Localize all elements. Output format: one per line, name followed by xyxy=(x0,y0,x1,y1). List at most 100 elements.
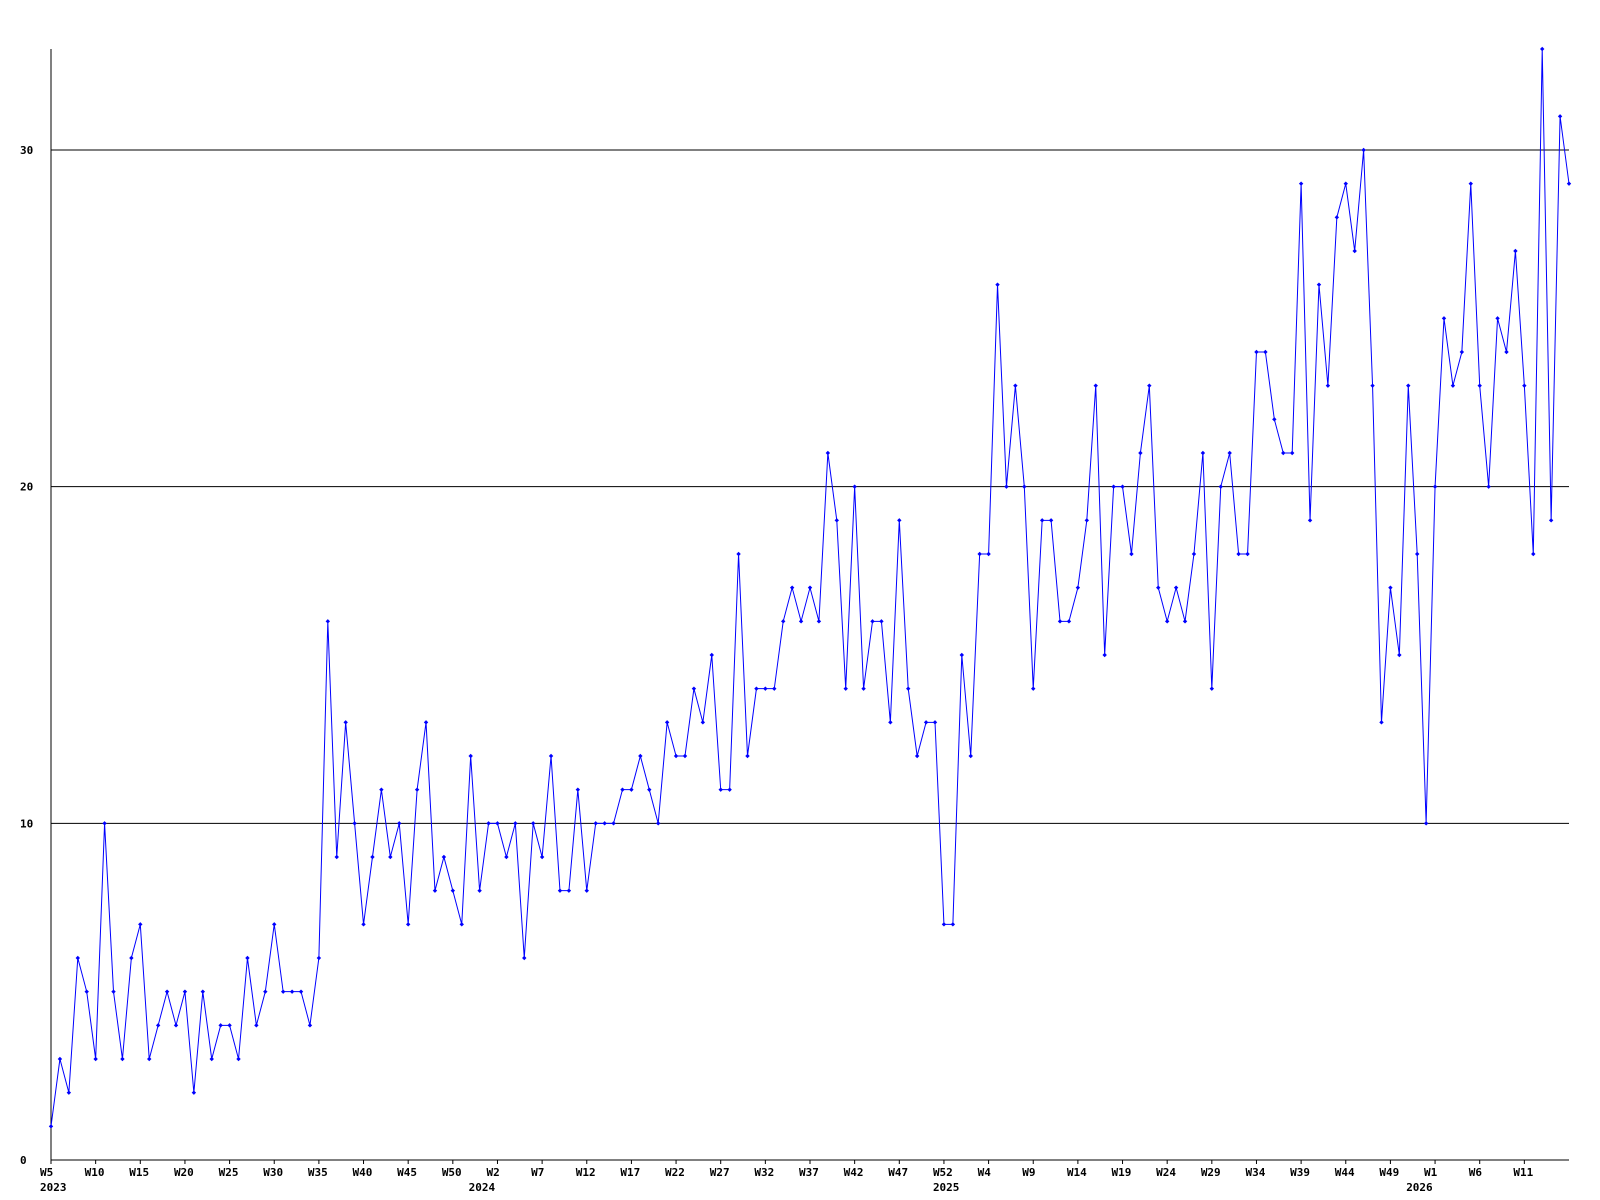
point-marker xyxy=(754,686,759,691)
point-marker xyxy=(57,1056,63,1062)
point-marker xyxy=(772,686,777,691)
point-marker xyxy=(986,551,991,557)
x-year-label: 2025 xyxy=(933,1181,960,1194)
point-marker xyxy=(1057,619,1063,624)
point-marker xyxy=(1111,484,1116,489)
point-marker xyxy=(843,686,848,691)
x-year-label: 2026 xyxy=(1406,1181,1433,1194)
point-marker xyxy=(888,720,893,725)
point-marker xyxy=(789,585,795,590)
x-tick-label: W5 xyxy=(40,1166,53,1179)
point-marker xyxy=(825,450,831,456)
point-marker xyxy=(129,955,134,961)
point-marker xyxy=(316,955,322,961)
point-marker xyxy=(361,922,366,927)
point-marker xyxy=(870,619,875,624)
point-marker xyxy=(1522,383,1527,388)
point-marker xyxy=(1289,450,1295,456)
point-marker xyxy=(1557,114,1563,119)
x-tick-label: W37 xyxy=(799,1166,819,1179)
point-marker xyxy=(1486,484,1491,489)
x-tick-label: W49 xyxy=(1379,1166,1399,1179)
point-marker xyxy=(638,753,643,759)
point-marker xyxy=(1513,248,1518,254)
x-tick-label: W32 xyxy=(754,1166,774,1179)
point-marker xyxy=(1120,484,1125,489)
point-marker xyxy=(727,787,732,792)
point-marker xyxy=(1281,450,1286,456)
point-marker xyxy=(1013,383,1018,388)
x-tick-label: W30 xyxy=(263,1166,283,1179)
point-marker xyxy=(1548,518,1554,523)
point-marker xyxy=(298,989,304,994)
point-marker xyxy=(1531,551,1536,557)
point-marker xyxy=(852,484,857,489)
point-marker xyxy=(968,753,973,759)
point-marker xyxy=(495,821,500,826)
point-marker xyxy=(138,922,143,927)
point-marker xyxy=(1370,383,1375,388)
point-marker xyxy=(397,821,402,826)
point-marker xyxy=(173,1023,179,1028)
point-marker xyxy=(147,1056,152,1062)
point-marker xyxy=(763,686,768,691)
point-marker xyxy=(164,989,170,994)
point-marker xyxy=(798,619,804,624)
point-marker xyxy=(155,1023,161,1028)
point-marker xyxy=(111,989,116,994)
point-marker xyxy=(914,753,920,759)
point-marker xyxy=(700,720,706,725)
point-marker xyxy=(673,753,679,759)
point-marker xyxy=(343,720,348,725)
point-marker xyxy=(289,989,295,994)
x-year-label: 2023 xyxy=(40,1181,67,1194)
x-tick-label: W44 xyxy=(1335,1166,1355,1179)
point-marker xyxy=(1173,585,1179,590)
point-marker xyxy=(66,1090,72,1095)
point-marker xyxy=(513,821,518,826)
point-marker xyxy=(1129,551,1134,557)
point-marker xyxy=(1039,518,1045,523)
point-marker xyxy=(1031,686,1036,691)
point-marker xyxy=(530,821,536,826)
point-marker xyxy=(807,585,813,590)
point-marker xyxy=(1156,585,1161,590)
point-marker xyxy=(280,989,286,994)
point-marker xyxy=(272,922,277,927)
point-marker xyxy=(1164,619,1170,624)
point-marker xyxy=(1307,518,1313,523)
point-marker xyxy=(191,1090,197,1095)
point-marker xyxy=(477,888,482,893)
point-marker xyxy=(405,922,411,927)
point-marker xyxy=(370,854,375,860)
point-marker xyxy=(48,1124,54,1129)
point-marker xyxy=(1566,181,1572,186)
point-marker xyxy=(120,1056,125,1062)
point-marker xyxy=(1075,585,1081,590)
point-marker xyxy=(781,619,786,624)
point-marker xyxy=(1254,349,1259,355)
point-marker xyxy=(1441,316,1447,321)
point-marker xyxy=(459,922,464,927)
point-marker xyxy=(682,753,688,759)
point-marker xyxy=(629,787,634,792)
point-marker xyxy=(1182,619,1188,624)
point-marker xyxy=(1459,349,1465,355)
point-marker xyxy=(1048,518,1054,523)
point-marker xyxy=(450,888,456,893)
y-tick-label: 20 xyxy=(20,481,33,494)
point-marker xyxy=(897,518,902,523)
point-marker xyxy=(209,1056,214,1062)
x-tick-label: W47 xyxy=(888,1166,908,1179)
x-tick-label: W39 xyxy=(1290,1166,1310,1179)
point-marker xyxy=(1022,484,1027,489)
point-marker xyxy=(75,955,80,961)
point-marker xyxy=(816,619,822,624)
point-marker xyxy=(539,854,545,860)
point-marker xyxy=(307,1023,313,1028)
point-marker xyxy=(182,989,188,994)
point-marker xyxy=(227,1023,232,1028)
point-marker xyxy=(1272,417,1277,422)
point-marker xyxy=(1084,518,1090,523)
point-marker xyxy=(1432,484,1438,489)
